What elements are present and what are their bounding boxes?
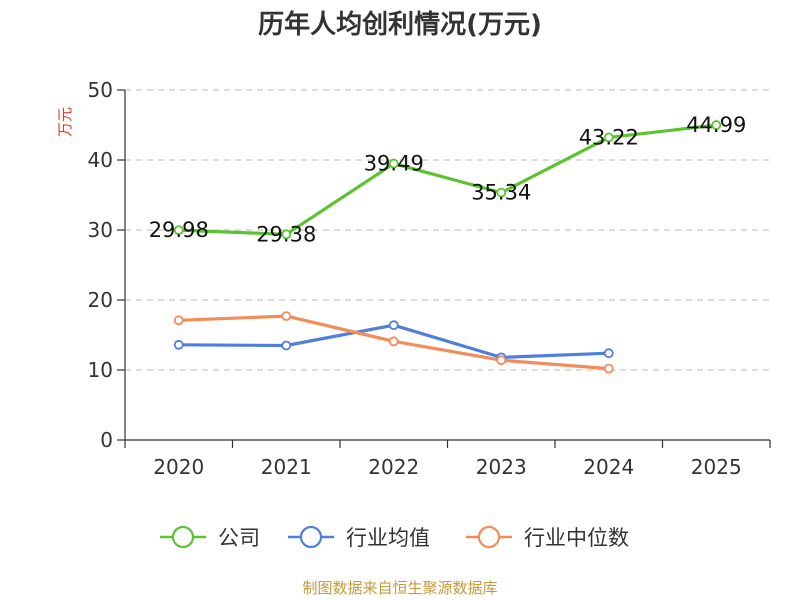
x-tick-label: 2020 (153, 455, 204, 479)
legend-swatch-marker (171, 525, 195, 549)
gridlines (125, 89, 770, 371)
axes: 0 10 20 30 40 50 2020 2021 2022 2023 2024 2025 (88, 78, 771, 479)
data-point[interactable] (281, 229, 292, 240)
legend-item-1[interactable]: 行业均值 (288, 525, 430, 550)
y-tick-label: 10 (88, 358, 113, 382)
data-label: 44.99 (686, 113, 746, 137)
legend-item-2[interactable]: 行业中位数 (466, 525, 629, 550)
y-tick-label: 40 (88, 148, 113, 172)
data-point[interactable] (603, 132, 614, 143)
data-label: 29.98 (149, 218, 209, 242)
data-label: 29.38 (256, 222, 316, 246)
data-point[interactable] (281, 340, 292, 351)
legend-label: 公司 (218, 526, 260, 550)
data-point[interactable] (711, 120, 722, 130)
series-group: 29.98 29.38 39.49 35.34 43.22 44.99 (149, 113, 746, 374)
legend-swatch-marker (477, 525, 501, 549)
data-point[interactable] (603, 363, 614, 374)
series-line-0 (178, 123, 717, 236)
data-label: 39.49 (364, 152, 424, 176)
data-point[interactable] (603, 348, 614, 359)
source-note: 制图数据来自恒生聚源数据库 (302, 579, 497, 597)
y-axis-label: 万元 (56, 107, 74, 137)
data-point[interactable] (388, 158, 399, 169)
data-point[interactable] (496, 187, 507, 198)
x-tick-label: 2021 (261, 455, 312, 479)
legend-item-0[interactable]: 公司 (160, 525, 260, 550)
legend-label: 行业均值 (346, 526, 430, 550)
y-tick-label: 0 (100, 428, 113, 452)
y-tick-label: 20 (88, 288, 113, 312)
x-tick-label: 2024 (583, 455, 634, 479)
legend: 公司 行业均值 行业中位数 (160, 525, 629, 550)
x-tick-label: 2023 (476, 455, 527, 479)
x-tick-label: 2025 (691, 455, 742, 479)
data-point[interactable] (388, 336, 399, 347)
data-label: 43.22 (579, 125, 639, 149)
data-point[interactable] (496, 355, 507, 366)
data-label: 35.34 (471, 181, 531, 205)
x-tick-label: 2022 (368, 455, 419, 479)
data-point[interactable] (388, 320, 399, 331)
data-point[interactable] (173, 339, 184, 350)
legend-label: 行业中位数 (524, 526, 629, 550)
y-tick-label: 30 (88, 218, 113, 242)
data-point[interactable] (173, 315, 184, 326)
data-point[interactable] (281, 311, 292, 322)
data-point[interactable] (173, 225, 184, 236)
chart-title: 历年人均创利情况(万元) (258, 9, 542, 40)
legend-swatch-marker (299, 525, 323, 549)
y-tick-label: 50 (88, 78, 113, 102)
